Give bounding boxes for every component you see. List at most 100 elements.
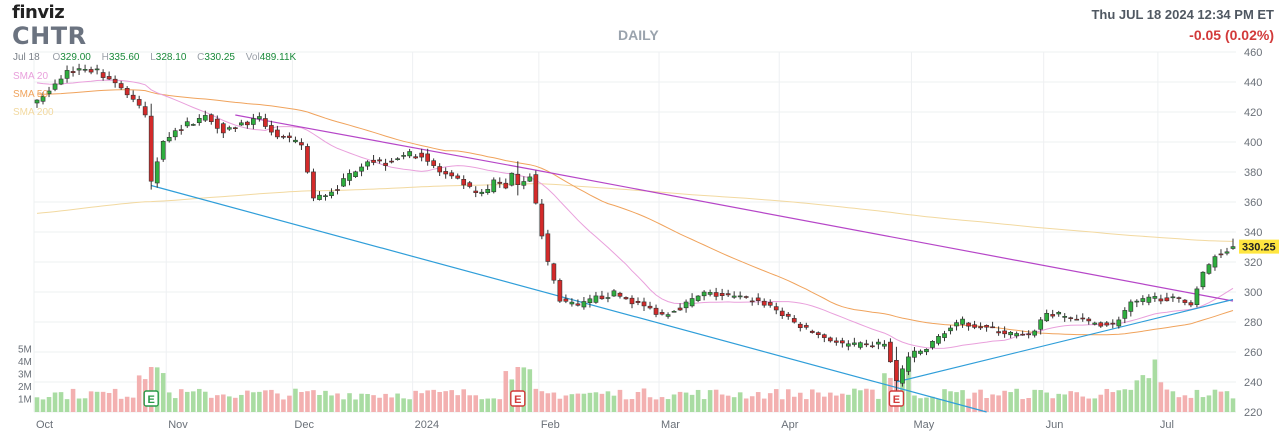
candle	[172, 127, 178, 141]
candle	[1062, 313, 1068, 322]
volume-bar	[281, 399, 286, 412]
volume-bar	[984, 398, 989, 412]
candle	[1158, 294, 1164, 305]
x-tick-label: Oct	[36, 419, 53, 431]
volume-bar	[1020, 399, 1025, 412]
candle	[575, 299, 581, 307]
candle	[239, 119, 244, 126]
volume-bar	[40, 399, 46, 412]
candle-body	[293, 139, 298, 143]
close-label: C	[197, 52, 205, 63]
finviz-logo[interactable]: finviz	[12, 2, 65, 23]
candle	[269, 120, 274, 136]
candle-body	[509, 172, 515, 186]
volume-bar	[245, 390, 250, 412]
candle	[984, 324, 989, 332]
volume-bar	[1092, 398, 1098, 412]
volume-bar	[1122, 389, 1128, 412]
candle	[683, 299, 689, 313]
candle	[1080, 313, 1086, 322]
volume-bar	[743, 398, 749, 412]
volume-bar	[593, 392, 599, 412]
volume-bar	[251, 392, 256, 412]
volume-bar	[257, 391, 262, 412]
volume-bar	[719, 394, 725, 412]
volume-bar	[233, 397, 238, 412]
volume-bar	[972, 392, 977, 412]
candle	[491, 177, 497, 194]
volume-bar	[924, 397, 929, 412]
volume-bar	[130, 397, 136, 412]
candle-body	[1050, 314, 1056, 317]
price-change: -0.05 (0.02%)	[1189, 27, 1274, 43]
candle	[527, 173, 533, 182]
candle	[803, 322, 809, 330]
volume-bar	[467, 395, 473, 412]
candle	[569, 298, 575, 307]
volume-bar	[1080, 396, 1086, 412]
candle	[912, 347, 917, 363]
y-tick-label: 300	[1244, 287, 1262, 299]
candle	[918, 349, 923, 356]
candle	[335, 185, 340, 195]
candle-body	[1068, 317, 1074, 320]
candle-body	[1110, 322, 1116, 325]
candle-body	[912, 350, 917, 358]
quote-datetime: Thu JUL 18 2024 12:34 PM ET	[1091, 7, 1274, 22]
trendline-rising	[896, 298, 1234, 383]
volume-bar	[761, 398, 767, 412]
volume-bar	[70, 388, 76, 412]
volume-bar	[473, 395, 479, 412]
volume-bar	[196, 388, 202, 412]
candle-body	[515, 173, 521, 185]
candle	[257, 112, 262, 122]
x-tick-label: Feb	[541, 419, 560, 431]
y-tick-label: 440	[1244, 77, 1262, 89]
candle	[1050, 309, 1056, 319]
candle-body	[251, 118, 256, 125]
volume-bar	[269, 389, 274, 412]
sma200-line	[36, 183, 1234, 242]
volume-bar	[785, 389, 791, 412]
candle-body	[34, 99, 40, 104]
candle-body	[1224, 251, 1230, 254]
candle-body	[1128, 301, 1134, 312]
candle-body	[803, 325, 809, 328]
volume-bar	[1110, 392, 1116, 412]
candle-body	[40, 96, 46, 102]
candle	[311, 168, 316, 202]
volume-bar	[178, 389, 184, 412]
candle-body	[473, 190, 479, 194]
ohlc-readout: Jul 18 O329.00 H335.60 L328.10 C330.25 V…	[13, 52, 304, 63]
candle	[497, 177, 503, 188]
candle-body	[413, 156, 418, 159]
volume-bar	[545, 393, 551, 412]
volume-bar	[1086, 398, 1092, 412]
candle	[1110, 319, 1116, 329]
candle-body	[106, 76, 112, 80]
candle-body	[1230, 246, 1236, 249]
candle	[52, 79, 58, 92]
candle-body	[948, 327, 953, 332]
candle	[629, 295, 635, 309]
candle	[275, 125, 280, 140]
candle	[263, 113, 268, 130]
candle-body	[719, 292, 725, 296]
candle-body	[395, 158, 400, 160]
volume-bar	[1224, 391, 1230, 412]
candle-body	[317, 194, 322, 200]
candle	[473, 186, 479, 198]
volume-bar	[1050, 398, 1055, 412]
volume-bar	[978, 389, 983, 412]
candle	[809, 329, 815, 334]
candle-body	[166, 137, 172, 142]
candle	[1002, 326, 1007, 338]
candle-body	[389, 160, 394, 163]
candle	[701, 290, 707, 301]
candle	[1164, 292, 1170, 302]
candle-body	[1188, 302, 1194, 306]
volume-bar	[1230, 398, 1236, 412]
volume-bar	[395, 393, 400, 412]
candle	[876, 338, 881, 350]
candle-body	[371, 159, 376, 163]
